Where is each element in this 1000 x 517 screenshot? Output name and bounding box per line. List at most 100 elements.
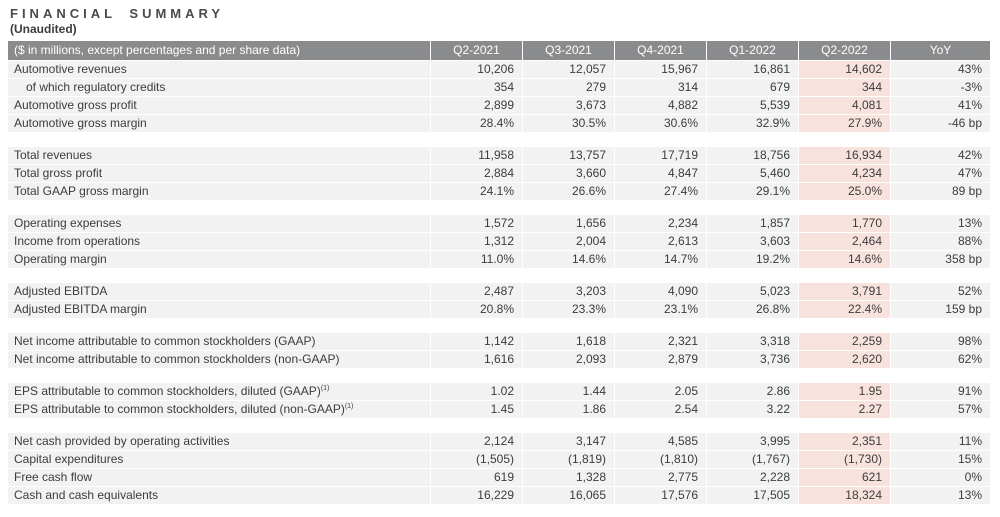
value-cell: 1,328 bbox=[522, 469, 614, 486]
value-cell: 3,736 bbox=[706, 351, 798, 368]
value-cell: 679 bbox=[706, 79, 798, 96]
value-cell: 621 bbox=[798, 469, 890, 486]
row-label: Total gross profit bbox=[8, 165, 430, 182]
row-label: Net income attributable to common stockh… bbox=[8, 333, 430, 350]
value-cell: 5,539 bbox=[706, 97, 798, 114]
table-header-label: ($ in millions, except percentages and p… bbox=[8, 41, 430, 60]
column-header-q2-2021: Q2-2021 bbox=[430, 41, 522, 60]
column-header-q4-2021: Q4-2021 bbox=[614, 41, 706, 60]
yoy-cell: 89 bp bbox=[890, 183, 990, 200]
table-section-1: Automotive revenues 10,206 12,057 15,967 16,… bbox=[8, 61, 990, 132]
value-cell: 4,081 bbox=[798, 97, 890, 114]
row-label: Automotive gross margin bbox=[8, 115, 430, 132]
table-row: Operating expenses 1,572 1,656 2,234 1,857 1,… bbox=[8, 215, 990, 232]
value-cell: (1,505) bbox=[430, 451, 522, 468]
value-cell: 3,660 bbox=[522, 165, 614, 182]
value-cell: 2,879 bbox=[614, 351, 706, 368]
value-cell: 4,585 bbox=[614, 433, 706, 450]
value-cell: 2,259 bbox=[798, 333, 890, 350]
value-cell: 27.9% bbox=[798, 115, 890, 132]
value-cell: 16,065 bbox=[522, 487, 614, 504]
value-cell: 20.8% bbox=[430, 301, 522, 318]
value-cell: 17,505 bbox=[706, 487, 798, 504]
row-label: Net income attributable to common stockh… bbox=[8, 351, 430, 368]
row-label: Automotive gross profit bbox=[8, 97, 430, 114]
value-cell: 4,847 bbox=[614, 165, 706, 182]
table-header-row: ($ in millions, except percentages and p… bbox=[8, 41, 990, 60]
footnote-marker: (1) bbox=[320, 385, 330, 392]
value-cell: 4,090 bbox=[614, 283, 706, 300]
value-cell: 2,321 bbox=[614, 333, 706, 350]
yoy-cell: 47% bbox=[890, 165, 990, 182]
value-cell: (1,730) bbox=[798, 451, 890, 468]
value-cell: 1,656 bbox=[522, 215, 614, 232]
value-cell: 2.54 bbox=[614, 401, 706, 418]
yoy-cell: 42% bbox=[890, 147, 990, 164]
value-cell: 14.6% bbox=[522, 251, 614, 268]
value-cell: 14,602 bbox=[798, 61, 890, 78]
yoy-cell: -46 bp bbox=[890, 115, 990, 132]
value-cell: 2,124 bbox=[430, 433, 522, 450]
value-cell: 29.1% bbox=[706, 183, 798, 200]
row-label: of which regulatory credits bbox=[8, 79, 430, 96]
page-subtitle: (Unaudited) bbox=[10, 22, 77, 36]
row-label: Income from operations bbox=[8, 233, 430, 250]
value-cell: 2,004 bbox=[522, 233, 614, 250]
value-cell: 1.02 bbox=[430, 383, 522, 400]
value-cell: 2,884 bbox=[430, 165, 522, 182]
column-header-q2-2022: Q2-2022 bbox=[798, 41, 890, 60]
value-cell: 2,899 bbox=[430, 97, 522, 114]
yoy-cell: 98% bbox=[890, 333, 990, 350]
column-header-q1-2022: Q1-2022 bbox=[706, 41, 798, 60]
value-cell: 30.5% bbox=[522, 115, 614, 132]
value-cell: 2.05 bbox=[614, 383, 706, 400]
yoy-cell: 62% bbox=[890, 351, 990, 368]
table-section-5: Net income attributable to common stockh… bbox=[8, 333, 990, 368]
value-cell: 2,351 bbox=[798, 433, 890, 450]
value-cell: 2,775 bbox=[614, 469, 706, 486]
table-row: Total revenues 11,958 13,757 17,719 18,756 16… bbox=[8, 147, 990, 164]
table-row: Net income attributable to common stockh… bbox=[8, 333, 990, 350]
value-cell: 3,203 bbox=[522, 283, 614, 300]
row-label: Net cash provided by operating activitie… bbox=[8, 433, 430, 450]
value-cell: 1,616 bbox=[430, 351, 522, 368]
value-cell: 26.6% bbox=[522, 183, 614, 200]
table-row: Total GAAP gross margin 24.1% 26.6% 27.4% 29… bbox=[8, 183, 990, 200]
table-section-4: Adjusted EBITDA 2,487 3,203 4,090 5,023 3,791… bbox=[8, 283, 990, 318]
value-cell: 344 bbox=[798, 79, 890, 96]
footnote-marker: (1) bbox=[344, 403, 354, 410]
value-cell: 15,967 bbox=[614, 61, 706, 78]
row-label: EPS attributable to common stockholders,… bbox=[8, 383, 430, 400]
table-row: EPS attributable to common stockholders,… bbox=[8, 401, 990, 418]
value-cell: 13,757 bbox=[522, 147, 614, 164]
table-section-3: Operating expenses 1,572 1,656 2,234 1,857 1,… bbox=[8, 215, 990, 268]
table-row: of which regulatory credits 354 279 314 679 3… bbox=[8, 79, 990, 96]
value-cell: 5,023 bbox=[706, 283, 798, 300]
table-row: Income from operations 1,312 2,004 2,613 3,6… bbox=[8, 233, 990, 250]
table-row: Automotive gross margin 28.4% 30.5% 30.6% 32… bbox=[8, 115, 990, 132]
row-label: Capital expenditures bbox=[8, 451, 430, 468]
value-cell: 2,487 bbox=[430, 283, 522, 300]
value-cell: 4,234 bbox=[798, 165, 890, 182]
value-cell: 16,861 bbox=[706, 61, 798, 78]
value-cell: 23.1% bbox=[614, 301, 706, 318]
yoy-cell: 52% bbox=[890, 283, 990, 300]
value-cell: 2,613 bbox=[614, 233, 706, 250]
value-cell: 1,770 bbox=[798, 215, 890, 232]
table-row: Free cash flow 619 1,328 2,775 2,228 621 0% bbox=[8, 469, 990, 486]
value-cell: 1,312 bbox=[430, 233, 522, 250]
value-cell: 3,995 bbox=[706, 433, 798, 450]
value-cell: 4,882 bbox=[614, 97, 706, 114]
value-cell: 3,603 bbox=[706, 233, 798, 250]
yoy-cell: 41% bbox=[890, 97, 990, 114]
yoy-cell: 13% bbox=[890, 487, 990, 504]
row-label: Total GAAP gross margin bbox=[8, 183, 430, 200]
column-header-yoy: YoY bbox=[890, 41, 990, 60]
table-section-6: EPS attributable to common stockholders,… bbox=[8, 383, 990, 418]
yoy-cell: 43% bbox=[890, 61, 990, 78]
row-label: Automotive revenues bbox=[8, 61, 430, 78]
table-row: Adjusted EBITDA margin 20.8% 23.3% 23.1% 26.… bbox=[8, 301, 990, 318]
value-cell: 27.4% bbox=[614, 183, 706, 200]
value-cell: 1.44 bbox=[522, 383, 614, 400]
financial-summary-table: ($ in millions, except percentages and p… bbox=[8, 41, 990, 504]
